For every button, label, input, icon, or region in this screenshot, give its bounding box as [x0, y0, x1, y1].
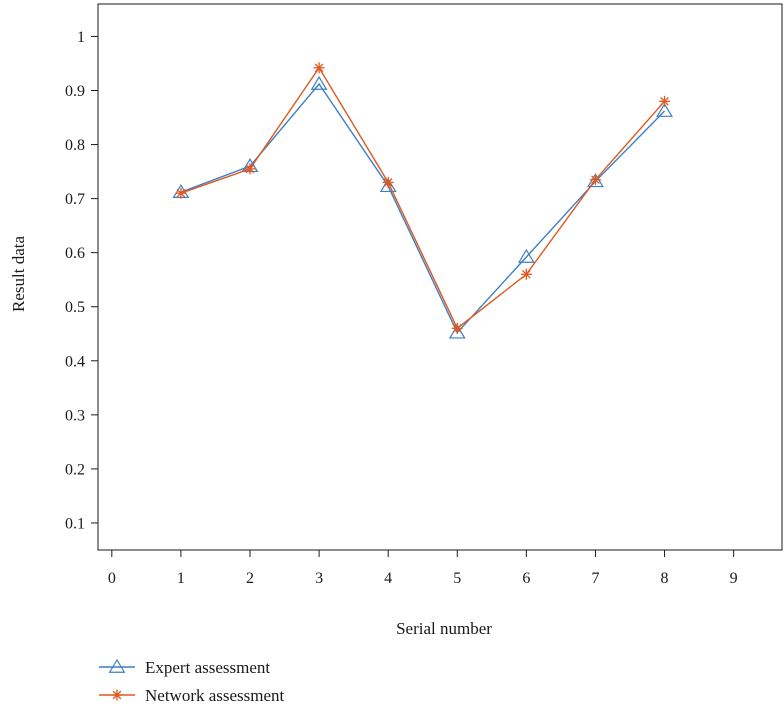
y-tick-label: 0.4: [65, 353, 85, 370]
y-axis-title: Result data: [9, 236, 28, 312]
y-tick-label: 0.5: [65, 299, 85, 316]
data-point-triangle: [108, 658, 126, 673]
x-tick-label: 4: [384, 570, 392, 587]
plot-frame: [97, 3, 783, 551]
legend-label: Expert assessment: [145, 658, 270, 677]
y-tick-label: 1: [77, 29, 85, 46]
data-point-asterisk: [520, 268, 532, 280]
data-point-asterisk: [313, 62, 325, 74]
x-tick-label: 2: [246, 570, 254, 587]
data-point-asterisk: [382, 176, 394, 188]
series-layer: [172, 62, 673, 339]
x-tick-label: 5: [453, 570, 461, 587]
y-tick-label: 0.6: [65, 245, 85, 262]
legend-item: Expert assessment: [99, 658, 270, 677]
data-point-asterisk: [451, 322, 463, 334]
axes: 0 1 2 3 4 5 6 7 8 9 0.1 0.2 0.3 0.4 0.5 0.6 0.7 0.8 0.9 1: [65, 3, 783, 587]
x-tick-label: 3: [315, 570, 323, 587]
legend-label: Network assessment: [145, 686, 285, 705]
x-tick-label: 7: [591, 570, 599, 587]
data-point-asterisk: [589, 174, 601, 186]
x-tick-label: 6: [522, 570, 530, 587]
data-point-asterisk: [175, 187, 187, 199]
y-tick-label: 0.9: [65, 83, 85, 100]
data-point-asterisk: [244, 163, 256, 175]
y-tick-label: 0.2: [65, 461, 85, 478]
x-tick-label: 8: [661, 570, 669, 587]
x-tick-label: 0: [108, 570, 116, 587]
x-tick-label: 1: [177, 570, 185, 587]
data-point-triangle: [656, 102, 673, 117]
data-point-triangle: [310, 75, 328, 90]
data-point-triangle: [517, 248, 535, 263]
y-tick-label: 0.3: [65, 407, 85, 424]
x-tick-label: 9: [730, 570, 738, 587]
data-point-asterisk: [659, 95, 671, 107]
series-line: [180, 82, 666, 334]
y-tick-label: 0.7: [65, 191, 85, 208]
y-tick-label: 0.8: [65, 137, 85, 154]
series-line: [180, 66, 666, 330]
legend: Expert assessment Network assessment: [99, 658, 285, 705]
series-network-assessment: [175, 62, 671, 334]
data-point-triangle: [587, 173, 604, 188]
series-expert-assessment: [172, 75, 673, 339]
y-tick-label: 0.1: [65, 515, 85, 532]
legend-item: Network assessment: [99, 686, 285, 705]
data-point-asterisk: [111, 689, 123, 701]
x-axis-title: Serial number: [396, 619, 492, 638]
